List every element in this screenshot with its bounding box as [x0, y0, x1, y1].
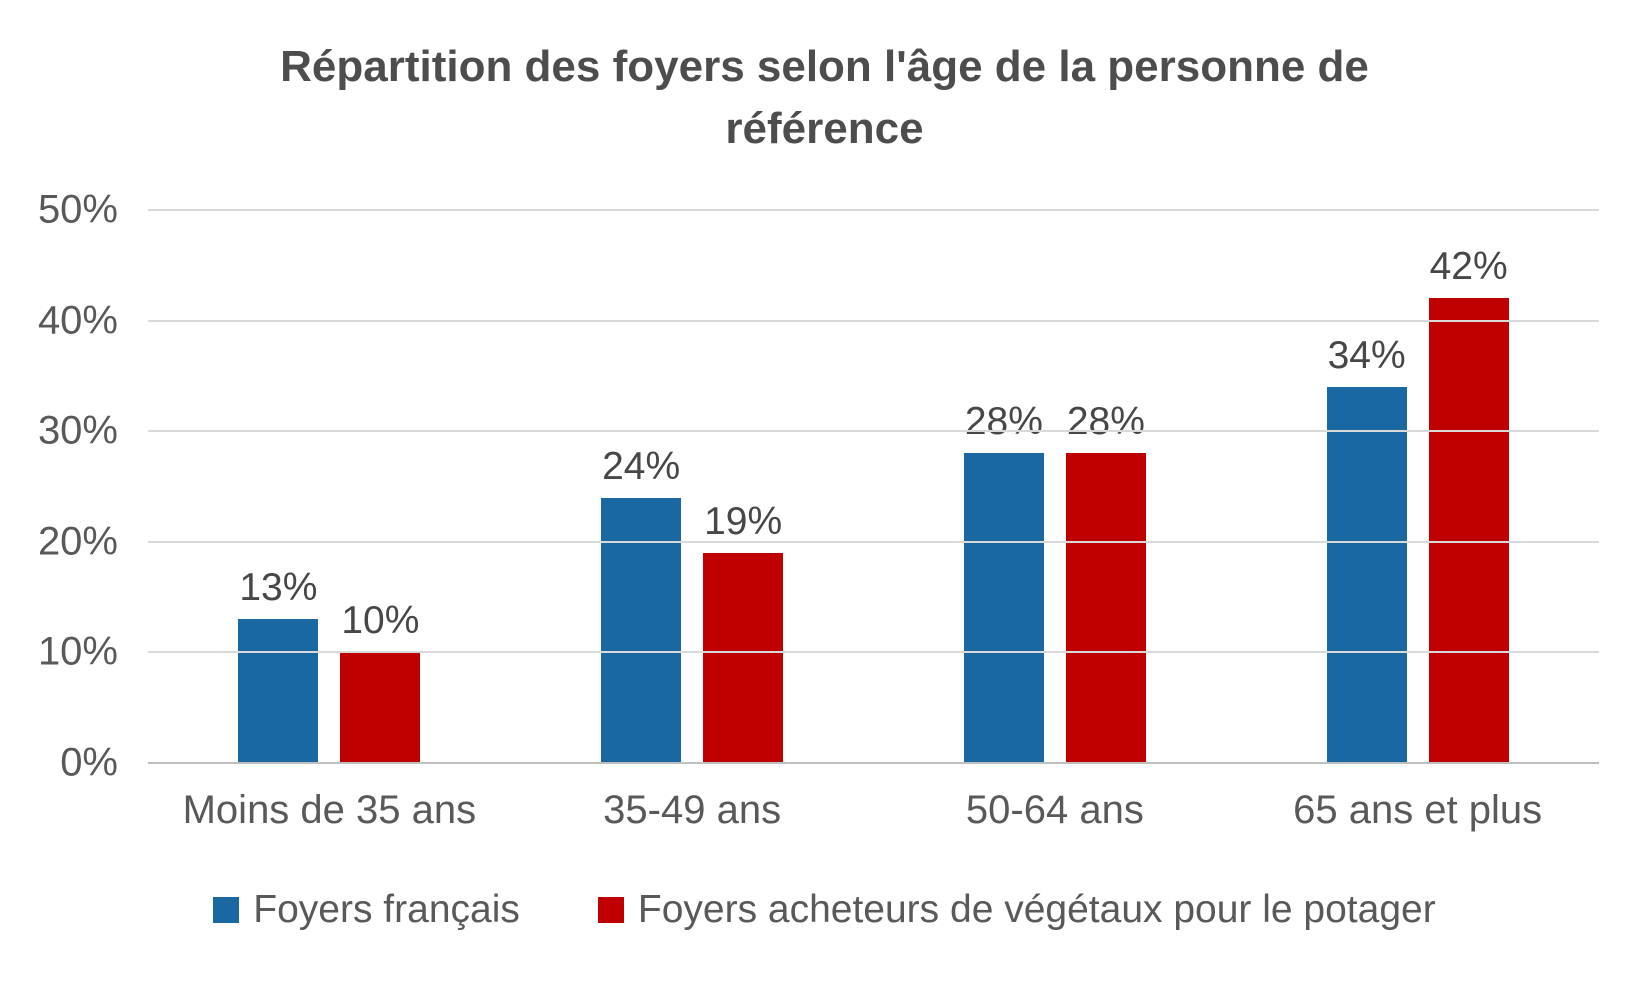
x-axis-line [148, 762, 1599, 764]
legend: Foyers français Foyers acheteurs de végét… [0, 888, 1649, 932]
bar-value-label: 13% [239, 566, 318, 610]
bar-series2 [703, 552, 784, 763]
legend-label: Foyers acheteurs de végétaux pour le pot… [637, 888, 1436, 931]
bar-wrap: 28% [963, 210, 1044, 763]
plot-area: 13% 10% 24% 19% 28% 28% 34% 42% [148, 209, 1599, 764]
bar-wrap: 19% [703, 210, 784, 763]
bar-value-label: 28% [964, 400, 1043, 444]
y-axis-tick: 20% [37, 519, 118, 564]
x-axis-label: 50-64 ans [965, 788, 1144, 832]
legend-label: Foyers français [253, 888, 520, 931]
bar-group: 34% 42% [1236, 210, 1599, 763]
bar-wrap: 10% [340, 210, 421, 763]
x-axis-label: Moins de 35 ans [182, 788, 477, 832]
bar-series2 [1065, 453, 1146, 763]
gridline [148, 430, 1599, 433]
chart-title: Répartition des foyers selon l'âge de la… [280, 42, 1369, 154]
bar-series2 [1428, 298, 1509, 763]
bar-value-label: 10% [341, 599, 420, 643]
gridline [148, 540, 1599, 543]
bar-value-label: 24% [602, 444, 681, 488]
x-axis: Moins de 35 ans 35-49 ans 50-64 ans 65 ans … [148, 788, 1599, 833]
bar-series1 [963, 453, 1044, 763]
y-axis-tick: 50% [37, 187, 118, 232]
x-axis-label: 35-49 ans [603, 788, 782, 832]
x-axis-label: 65 ans et plus [1293, 788, 1543, 832]
bar-wrap: 13% [238, 210, 319, 763]
gridline [148, 209, 1599, 211]
bar-group: 13% 10% [148, 210, 511, 763]
legend-item: Foyers acheteurs de végétaux pour le pot… [597, 888, 1436, 932]
bar-series1 [601, 497, 682, 763]
bar-wrap: 42% [1428, 210, 1509, 763]
bar-value-label: 19% [704, 499, 783, 543]
bar-wrap: 24% [601, 210, 682, 763]
legend-swatch [213, 897, 240, 923]
bar-value-label: 34% [1327, 333, 1406, 377]
bar-series2 [340, 652, 421, 763]
bar-group: 28% 28% [874, 210, 1237, 763]
y-axis-tick: 30% [37, 408, 118, 453]
gridline [148, 651, 1599, 654]
bar-groups: 13% 10% 24% 19% 28% 28% 34% 42% [148, 210, 1599, 763]
y-axis: 50% 40% 30% 20% 10% 0% [0, 188, 118, 785]
legend-item: Foyers français [213, 888, 520, 932]
bar-wrap: 34% [1326, 210, 1407, 763]
legend-swatch [597, 897, 624, 923]
y-axis-tick: 40% [37, 298, 118, 343]
y-axis-tick: 0% [60, 740, 118, 785]
bar-series1 [238, 619, 319, 763]
bar-value-label: 42% [1429, 245, 1508, 289]
bar-series1 [1326, 386, 1407, 763]
gridline [148, 319, 1599, 322]
bar-wrap: 28% [1065, 210, 1146, 763]
y-axis-tick: 10% [37, 629, 118, 674]
bar-value-label: 28% [1066, 400, 1145, 444]
bar-group: 24% 19% [511, 210, 874, 763]
